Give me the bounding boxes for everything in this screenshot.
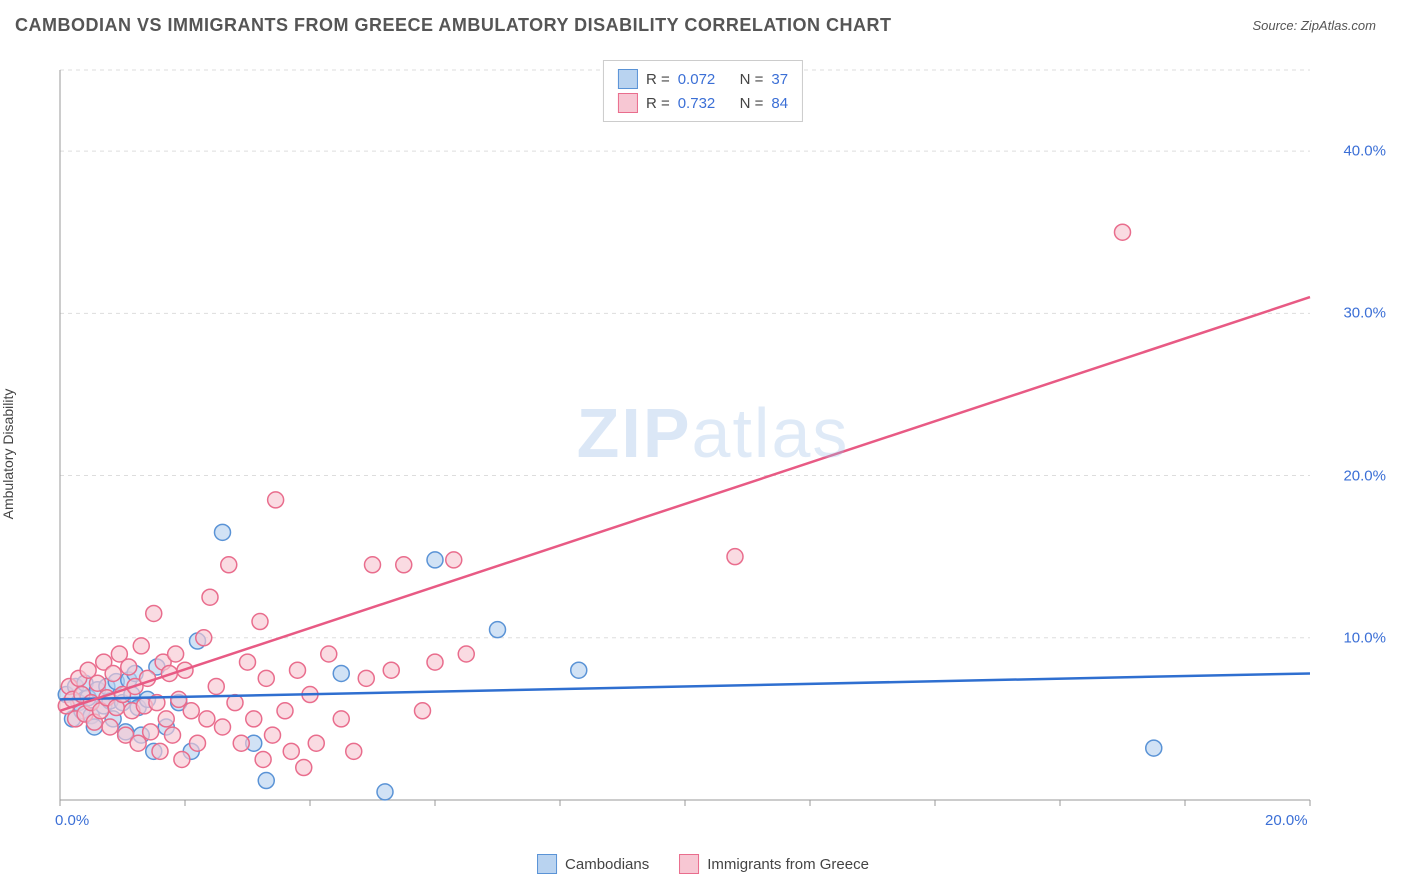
legend-label: Cambodians (565, 856, 649, 873)
source-attribution: Source: ZipAtlas.com (1252, 18, 1376, 33)
swatch-icon (618, 69, 638, 89)
n-value: 37 (771, 71, 788, 88)
r-value: 0.732 (678, 95, 716, 112)
chart-area: ZIPatlas (50, 60, 1376, 837)
legend-bottom: Cambodians Immigrants from Greece (537, 854, 869, 874)
legend-item: Immigrants from Greece (679, 854, 869, 874)
n-value: 84 (771, 95, 788, 112)
n-label: N = (740, 71, 764, 88)
x-tick-label-right: 20.0% (1265, 812, 1308, 829)
scatter-chart (50, 60, 1376, 837)
n-label: N = (740, 95, 764, 112)
r-label: R = (646, 95, 670, 112)
y-tick-label: 40.0% (1343, 143, 1386, 160)
swatch-icon (618, 93, 638, 113)
source-prefix: Source: (1252, 18, 1300, 33)
swatch-icon (679, 854, 699, 874)
stats-row: R = 0.072 N = 37 (618, 67, 788, 91)
stats-row: R = 0.732 N = 84 (618, 91, 788, 115)
header: CAMBODIAN VS IMMIGRANTS FROM GREECE AMBU… (0, 0, 1406, 46)
legend-label: Immigrants from Greece (707, 856, 869, 873)
r-value: 0.072 (678, 71, 716, 88)
y-tick-label: 20.0% (1343, 467, 1386, 484)
y-tick-label: 10.0% (1343, 629, 1386, 646)
swatch-icon (537, 854, 557, 874)
x-tick-label-left: 0.0% (55, 812, 89, 829)
stats-legend-box: R = 0.072 N = 37 R = 0.732 N = 84 (603, 60, 803, 122)
chart-title: CAMBODIAN VS IMMIGRANTS FROM GREECE AMBU… (15, 15, 892, 36)
legend-item: Cambodians (537, 854, 649, 874)
source-name: ZipAtlas.com (1301, 18, 1376, 33)
y-axis-label: Ambulatory Disability (0, 389, 16, 520)
y-tick-label: 30.0% (1343, 305, 1386, 322)
r-label: R = (646, 71, 670, 88)
